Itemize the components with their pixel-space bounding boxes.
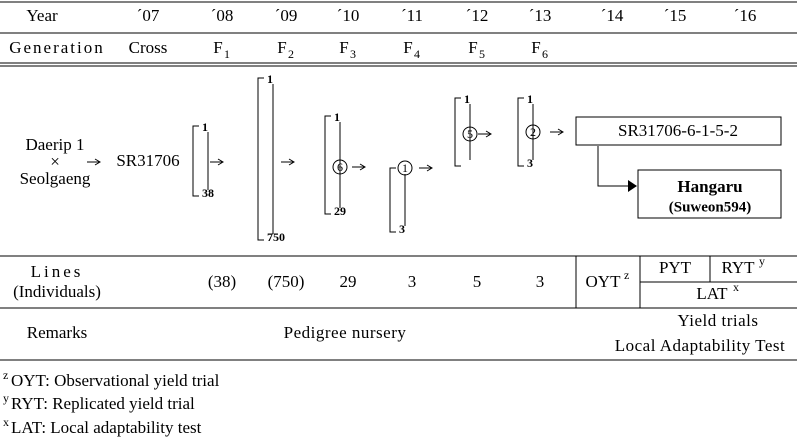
selected-line: 5 bbox=[467, 127, 473, 141]
trial-sup: z bbox=[624, 268, 629, 282]
footnote-sup: z bbox=[3, 368, 8, 382]
trial-name: PYT bbox=[659, 258, 692, 277]
year: ´11 bbox=[401, 6, 423, 25]
selection-circle bbox=[332, 159, 348, 175]
arrow-head bbox=[485, 130, 492, 138]
generation: F bbox=[468, 38, 477, 57]
year: ´16 bbox=[734, 6, 757, 25]
trial-name: LAT bbox=[696, 284, 728, 303]
trial-sup: y bbox=[759, 254, 765, 268]
remarks-label: Remarks bbox=[27, 323, 87, 342]
year: ´12 bbox=[466, 6, 489, 25]
generation-sub: 3 bbox=[350, 47, 356, 61]
bracket-bottom: 29 bbox=[334, 204, 346, 218]
generation-sub: 5 bbox=[479, 47, 485, 61]
selection-circle bbox=[397, 160, 413, 176]
line-count: 5 bbox=[473, 272, 482, 291]
cross-name: SR31706 bbox=[116, 151, 179, 170]
nursery: Pedigree nursery bbox=[284, 323, 407, 342]
generation: F bbox=[277, 38, 286, 57]
footnote: RYT: Replicated yield trial bbox=[11, 394, 195, 413]
selected-line: 6 bbox=[337, 160, 343, 174]
generation-label: Generation bbox=[9, 38, 105, 57]
line-count: 3 bbox=[408, 272, 417, 291]
selected-line: 1 bbox=[402, 161, 408, 175]
release-arrow bbox=[597, 146, 630, 187]
bracket bbox=[517, 97, 524, 167]
selection-circle bbox=[525, 124, 541, 140]
generation: F bbox=[339, 38, 348, 57]
arrow-head bbox=[628, 180, 637, 192]
trial-name: OYT bbox=[586, 272, 622, 291]
bracket bbox=[192, 125, 199, 197]
bracket bbox=[454, 97, 461, 167]
bracket bbox=[324, 115, 331, 215]
variety-name: Hangaru bbox=[677, 177, 742, 196]
bracket bbox=[389, 167, 396, 233]
year: ´14 bbox=[601, 6, 624, 25]
bracket-bottom: 3 bbox=[399, 222, 405, 236]
bracket bbox=[257, 77, 264, 241]
bracket-bottom: 3 bbox=[527, 156, 533, 170]
year: ´08 bbox=[211, 6, 234, 25]
bracket-bottom: 38 bbox=[202, 186, 214, 200]
line-count: 3 bbox=[536, 272, 545, 291]
year: ´09 bbox=[275, 6, 298, 25]
footnote: LAT: Local adaptability test bbox=[11, 418, 202, 437]
year-label: Year bbox=[26, 6, 58, 25]
yield-trials: Yield trials bbox=[677, 311, 758, 330]
arrow-head bbox=[359, 163, 366, 171]
yield-trials: Local Adaptability Test bbox=[615, 336, 786, 355]
year: ´15 bbox=[664, 6, 687, 25]
year: ´13 bbox=[529, 6, 552, 25]
bracket-top: 1 bbox=[334, 110, 340, 124]
footnote: OYT: Observational yield trial bbox=[11, 371, 220, 390]
footnote-sup: x bbox=[3, 415, 9, 429]
variety-box bbox=[637, 169, 782, 219]
table-rules bbox=[0, 1, 797, 361]
generation-sub: 2 bbox=[288, 47, 294, 61]
line-count: (38) bbox=[208, 272, 236, 291]
line-count: 29 bbox=[340, 272, 357, 291]
parent: Daerip 1 bbox=[25, 135, 84, 154]
bracket-top: 1 bbox=[464, 92, 470, 106]
generation: F bbox=[403, 38, 412, 57]
bracket-bottom: 750 bbox=[267, 230, 285, 244]
generation: F bbox=[213, 38, 222, 57]
lines-label: Lines bbox=[31, 262, 84, 281]
bracket-top: 1 bbox=[527, 92, 533, 106]
arrow-head bbox=[94, 158, 101, 166]
parent: × bbox=[50, 152, 60, 171]
line-count: (750) bbox=[268, 272, 305, 291]
year: ´07 bbox=[137, 6, 160, 25]
generation-sub: 1 bbox=[224, 47, 230, 61]
trial-sup: x bbox=[733, 280, 739, 294]
generation-sub: 6 bbox=[542, 47, 548, 61]
arrow-head bbox=[426, 164, 433, 172]
line-box bbox=[575, 116, 782, 146]
bracket-top: 1 bbox=[202, 120, 208, 134]
trial-name: RYT bbox=[721, 258, 755, 277]
lines-label: (Individuals) bbox=[13, 282, 101, 301]
selection-circle bbox=[462, 126, 478, 142]
arrow-head bbox=[217, 158, 224, 166]
footnote-sup: y bbox=[3, 391, 9, 405]
arrow-head bbox=[557, 128, 564, 136]
selected-line: 2 bbox=[530, 125, 536, 139]
line-name: SR31706-6-1-5-2 bbox=[618, 121, 738, 140]
generation: Cross bbox=[129, 38, 168, 57]
parent: Seolgaeng bbox=[20, 169, 91, 188]
generation-sub: 4 bbox=[414, 47, 420, 61]
generation: F bbox=[531, 38, 540, 57]
arrow-head bbox=[288, 158, 295, 166]
bracket-top: 1 bbox=[267, 72, 273, 86]
variety-alias: (Suweon594) bbox=[669, 199, 752, 215]
year: ´10 bbox=[337, 6, 360, 25]
